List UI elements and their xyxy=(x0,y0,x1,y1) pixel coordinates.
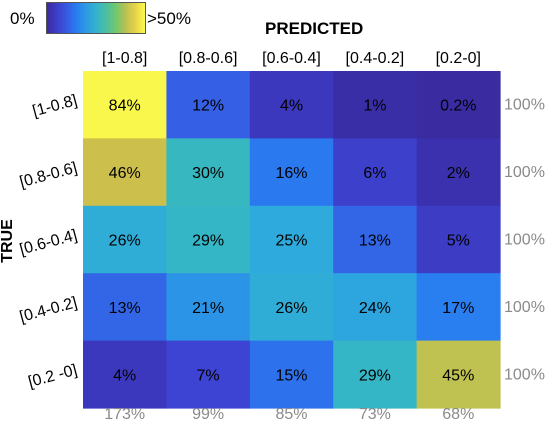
cell-value-label: 15% xyxy=(275,367,307,384)
row-total-label: 100% xyxy=(504,366,545,383)
heatmap-cell-4-3 xyxy=(333,340,418,409)
column-total-label: 68% xyxy=(442,406,474,423)
cell-value-label: 45% xyxy=(442,367,474,384)
row-total-label: 100% xyxy=(504,164,545,181)
heatmap-cell-4-0 xyxy=(83,340,167,409)
heatmap-cell-2-3 xyxy=(333,205,418,274)
cell-value-label: 1% xyxy=(363,98,386,115)
heatmap-cell-1-4 xyxy=(416,138,501,207)
heatmap-cell-2-1 xyxy=(166,205,251,274)
x-tick-label: [0.6-0.4] xyxy=(262,50,321,67)
cell-value-label: 25% xyxy=(275,233,307,250)
heatmap-cell-3-0 xyxy=(83,273,167,342)
column-total-label: 85% xyxy=(275,406,307,423)
cell-value-label: 4% xyxy=(280,98,303,115)
x-tick-label: [0.4-0.2] xyxy=(346,50,405,67)
heatmap-cell-0-3 xyxy=(333,71,418,139)
heatmap-cell-3-1 xyxy=(166,273,251,342)
cell-value-label: 84% xyxy=(109,98,141,115)
x-tick-label: [0.8-0.6] xyxy=(179,50,238,67)
cell-value-label: 2% xyxy=(447,165,470,182)
y-tick-label: [0.8-0.6] xyxy=(18,160,79,192)
cell-value-label: 29% xyxy=(192,233,224,250)
heatmap-cell-1-0 xyxy=(83,138,167,207)
cell-value-label: 29% xyxy=(359,367,391,384)
heatmap-cell-0-2 xyxy=(249,71,334,139)
cell-value-label: 7% xyxy=(197,367,220,384)
cell-value-label: 13% xyxy=(109,300,141,317)
cell-value-label: 24% xyxy=(359,300,391,317)
cell-value-label: 46% xyxy=(109,165,141,182)
cell-value-label: 13% xyxy=(359,233,391,250)
heatmap-cell-4-2 xyxy=(249,340,334,409)
cell-value-label: 17% xyxy=(442,300,474,317)
colorbar-min-label: 0% xyxy=(10,9,35,28)
column-total-label: 73% xyxy=(359,406,391,423)
heatmap-cell-2-4 xyxy=(416,205,501,274)
heatmap-cell-1-2 xyxy=(249,138,334,207)
heatmap-cell-0-0 xyxy=(83,71,167,139)
heatmap-cell-4-1 xyxy=(166,340,251,409)
y-tick-label: [0.2 -0] xyxy=(27,362,80,391)
heatmap-cell-1-1 xyxy=(166,138,251,207)
cell-value-label: 5% xyxy=(447,233,470,250)
heatmap-cell-3-3 xyxy=(333,273,418,342)
x-tick-label: [1-0.8] xyxy=(102,50,147,67)
row-total-label: 100% xyxy=(504,299,545,316)
cell-value-label: 16% xyxy=(275,165,307,182)
cell-value-label: 30% xyxy=(192,165,224,182)
cell-value-label: 6% xyxy=(363,165,386,182)
row-total-label: 100% xyxy=(504,97,545,114)
heatmap-cell-0-4 xyxy=(416,71,501,139)
heatmap-cell-4-4 xyxy=(416,340,501,409)
heatmap-cell-2-2 xyxy=(249,205,334,274)
cell-value-label: 12% xyxy=(192,98,224,115)
heatmap-cell-3-2 xyxy=(249,273,334,342)
cell-value-label: 26% xyxy=(109,233,141,250)
x-tick-label: [0.2-0] xyxy=(436,50,481,67)
column-total-label: 173% xyxy=(104,406,145,423)
row-total-label: 100% xyxy=(504,232,545,249)
y-tick-label: [0.6-0.4] xyxy=(18,227,79,259)
colorbar xyxy=(46,2,146,34)
x-axis-title: PREDICTED xyxy=(265,19,364,38)
heatmap-cell-3-4 xyxy=(416,273,501,342)
heatmap-cell-2-0 xyxy=(83,205,167,274)
cell-value-label: 0.2% xyxy=(440,98,476,115)
cell-value-label: 4% xyxy=(113,367,136,384)
y-tick-label: [1-0.8] xyxy=(31,92,79,120)
cell-value-label: 21% xyxy=(192,300,224,317)
cell-value-label: 26% xyxy=(275,300,307,317)
heatmap-cell-1-3 xyxy=(333,138,418,207)
heatmap-cell-0-1 xyxy=(166,71,251,139)
y-tick-label: [0.4-0.2] xyxy=(18,294,79,326)
column-total-label: 99% xyxy=(192,406,224,423)
colorbar-max-label: >50% xyxy=(147,9,191,28)
